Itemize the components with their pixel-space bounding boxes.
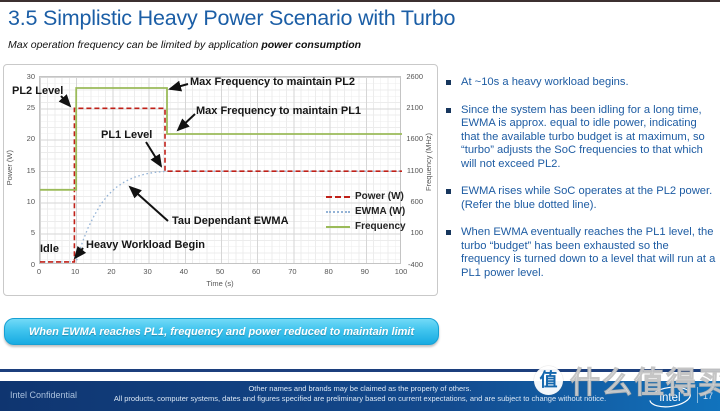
subtitle-emphasis: power consumption — [261, 39, 362, 51]
legend-label: Power (W) — [355, 191, 404, 202]
slide-subtitle: Max operation frequency can be limited b… — [8, 39, 361, 51]
disclaimer-line-2: All products, computer systems, dates an… — [113, 394, 607, 403]
annotation-tau-ewma: Tau Dependant EWMA — [172, 215, 289, 227]
disclaimer-line-1: Other names and brands may be claimed as… — [248, 384, 472, 393]
slide-title: 3.5 Simplistic Heavy Power Scenario with… — [8, 6, 456, 30]
x-tick: 100 — [394, 267, 408, 276]
banner-text: When EWMA reaches PL1, frequency and pow… — [28, 325, 415, 338]
list-item: At ~10s a heavy workload begins. — [444, 76, 716, 90]
y-left-tick: 0 — [30, 259, 35, 269]
callout-banner: When EWMA reaches PL1, frequency and pow… — [4, 318, 439, 345]
bullet-text: At ~10s a heavy workload begins. — [461, 76, 629, 88]
x-tick: 70 — [288, 267, 297, 276]
slide-top-border — [0, 0, 720, 2]
bullet-square-icon — [446, 230, 451, 235]
annotation-pl1-level: PL1 Level — [101, 129, 153, 141]
y-left-tick: 10 — [26, 196, 35, 206]
legend-label: Frequency — [355, 221, 406, 232]
bullet-square-icon — [446, 189, 451, 194]
bullet-list: At ~10s a heavy workload begins. Since t… — [444, 76, 716, 294]
footer-separator — [697, 387, 698, 403]
intel-logo: intel — [649, 386, 691, 408]
footer-bar: Intel Confidential Other names and brand… — [0, 381, 720, 411]
list-item: Since the system has been idling for a l… — [444, 104, 716, 172]
legend-item-frequency: Frequency — [326, 219, 406, 234]
x-tick: 40 — [179, 267, 188, 276]
x-tick: 60 — [252, 267, 261, 276]
chart-series-svg — [40, 87, 402, 263]
annotation-heavy-workload: Heavy Workload Begin — [86, 239, 205, 251]
bullet-text: Since the system has been idling for a l… — [461, 103, 705, 170]
footer-divider — [0, 369, 720, 372]
x-tick: 80 — [324, 267, 333, 276]
page-number: 17 — [703, 391, 714, 401]
y-right-tick: 1100 — [406, 165, 423, 175]
frequency-line — [40, 87, 402, 191]
smzdm-badge-icon: 值 — [534, 365, 563, 395]
watermark-text: 什么值得买 — [570, 367, 720, 401]
subtitle-text: Max operation frequency can be limited b… — [8, 39, 262, 51]
confidential-label: Intel Confidential — [10, 390, 78, 400]
y-left-tick: 15 — [26, 165, 35, 175]
y-left-tick: 5 — [30, 228, 35, 238]
annotation-arrows — [58, 80, 196, 260]
bullet-text: When EWMA eventually reaches the PL1 lev… — [461, 226, 716, 279]
svg-text:intel: intel — [659, 392, 680, 404]
plot-area — [39, 76, 402, 264]
ewma-line-sample — [326, 210, 350, 213]
power-line-sample — [326, 195, 350, 198]
y-left-tick: 20 — [26, 134, 35, 144]
x-tick: 50 — [215, 267, 225, 276]
legend-item-power: Power (W) — [326, 189, 406, 204]
y-right-tick: 2600 — [406, 71, 423, 81]
legend-label: EWMA (W) — [355, 206, 406, 217]
annotation-idle: Idle — [40, 243, 59, 255]
chart-legend: Power (W) EWMA (W) Frequency — [326, 189, 406, 234]
x-tick: 30 — [143, 267, 152, 276]
bullet-square-icon — [446, 107, 451, 113]
y-right-tick: 100 — [410, 228, 423, 238]
footer-disclaimer: Other names and brands may be claimed as… — [110, 384, 610, 404]
annotation-pl2-level: PL2 Level — [12, 85, 64, 97]
y-left-tick: 30 — [26, 71, 35, 81]
x-tick: 90 — [360, 267, 369, 276]
smzdm-watermark: 值 什么值得买 — [534, 358, 720, 402]
y-right-tick: 2100 — [406, 102, 423, 112]
x-tick: 20 — [107, 267, 116, 276]
y-right-tick: -400 — [407, 259, 423, 269]
list-item: When EWMA eventually reaches the PL1 lev… — [444, 226, 716, 280]
y-right-tick: 600 — [410, 196, 423, 206]
y-right-tick: 1600 — [406, 134, 423, 144]
bullet-square-icon — [446, 80, 451, 85]
annotation-max-freq-pl2: Max Frequency to maintain PL2 — [190, 76, 356, 88]
frequency-line-sample — [326, 225, 350, 228]
y-left-tick: 25 — [26, 102, 35, 112]
bullet-text: EWMA rises while SoC operates at the PL2… — [461, 185, 713, 211]
x-tick: 10 — [71, 267, 80, 276]
list-item: EWMA rises while SoC operates at the PL2… — [444, 185, 716, 212]
annotation-max-freq-pl1: Max Frequency to maintain PL1 — [196, 105, 362, 117]
x-axis-title: Time (s) — [206, 279, 234, 288]
legend-item-ewma: EWMA (W) — [326, 204, 406, 219]
power-line — [40, 107, 402, 263]
power-frequency-chart: 30 25 20 15 10 5 0 2600 2100 1600 1100 6… — [3, 64, 438, 296]
x-tick: 0 — [36, 267, 42, 276]
